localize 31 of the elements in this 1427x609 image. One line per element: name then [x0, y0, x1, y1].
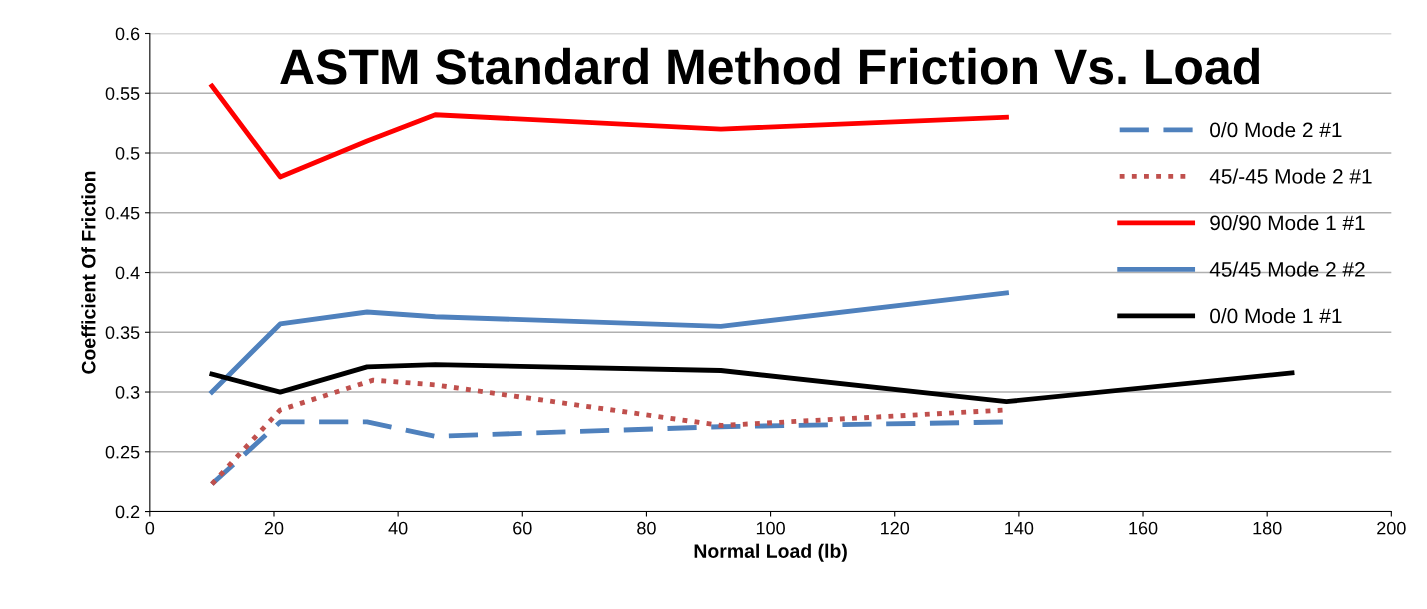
x-tick-label: 40	[388, 521, 408, 535]
y-tick-label: 0.25	[105, 445, 140, 459]
x-tick-label: 20	[264, 521, 284, 535]
y-tick-label: 0.55	[105, 87, 140, 100]
legend-label: 45/-45 Mode 2 #1	[1209, 168, 1372, 184]
y-tick-label: 0.35	[105, 326, 140, 340]
x-tick-label: 100	[756, 521, 785, 535]
chart-title: ASTM Standard Method Friction Vs. Load	[280, 47, 1259, 85]
y-tick-label: 0.4	[115, 266, 140, 280]
x-tick-label: 120	[881, 521, 910, 535]
line-series	[209, 362, 1295, 405]
y-tick-label: 0.2	[115, 505, 140, 519]
x-tick-label: 140	[1005, 521, 1034, 535]
x-axis-title: Normal Load (lb)	[694, 543, 847, 562]
legend-label: 0/0 Mode 2 #1	[1210, 122, 1342, 138]
x-tick-label: 60	[513, 521, 532, 535]
y-tick-label: 0.45	[105, 206, 140, 220]
y-axis-title: Coefficient Of Friction	[81, 171, 96, 374]
x-tick-label: 80	[637, 521, 656, 535]
x-tick-label: 180	[1253, 521, 1282, 535]
legend-label: 45/45 Mode 2 #2	[1209, 261, 1365, 277]
x-tick-label: 160	[1129, 521, 1158, 535]
y-tick-label: 0.3	[115, 385, 140, 399]
legend-label: 0/0 Mode 1 #1	[1210, 308, 1342, 324]
y-tick-label: 0.6	[115, 27, 140, 41]
x-tick-label: 0	[145, 521, 155, 535]
line-series	[209, 290, 1009, 395]
x-tick-label: 200	[1377, 521, 1406, 535]
legend-label: 90/90 Mode 1 #1	[1210, 215, 1365, 231]
line-series	[209, 83, 1009, 180]
y-tick-label: 0.5	[115, 146, 140, 160]
